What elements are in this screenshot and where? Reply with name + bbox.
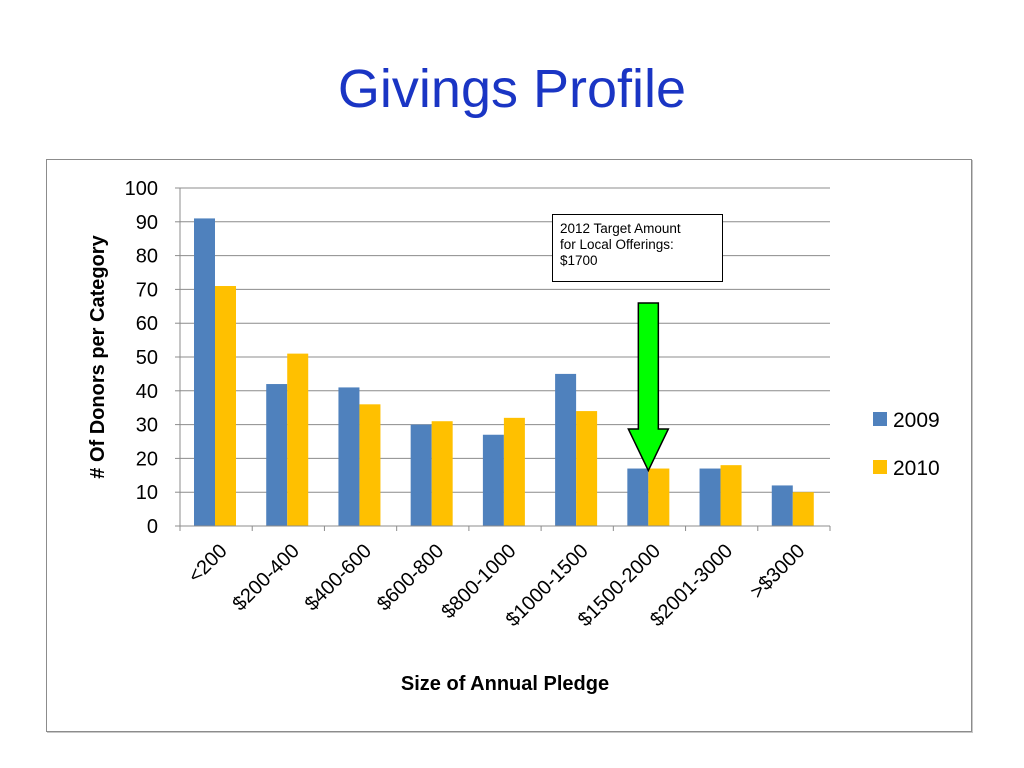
y-tick-label: 100 [125, 178, 158, 200]
bar-2009-0 [194, 218, 215, 527]
x-tick-labels: <200$200-400$400-600$600-800$800-1000$10… [184, 540, 809, 631]
y-tick-labels: 0 10 20 30 40 50 60 70 80 90 100 [125, 178, 158, 538]
bar-2010-6 [648, 468, 670, 526]
annotation-arrow [627, 302, 670, 473]
bar-2009-6 [627, 468, 649, 526]
callout-line-1: 2012 Target Amount [560, 221, 681, 236]
x-tick-label: $200-400 [229, 540, 304, 615]
bar-2009-7 [699, 468, 721, 526]
x-tick-label: $400-600 [301, 540, 376, 615]
bar-2010-5 [576, 411, 598, 526]
bar-2010-4 [503, 417, 525, 526]
bar-2009-5 [555, 373, 577, 526]
y-tick-label: 40 [136, 381, 158, 403]
bar-2009-8 [771, 485, 793, 526]
y-tick-label: 30 [136, 415, 158, 437]
y-axis-title: # Of Donors per Category [87, 234, 109, 478]
axes [175, 187, 831, 531]
bar-2010-7 [720, 465, 742, 526]
legend-swatch-2010 [873, 460, 887, 474]
y-tick-label: 0 [147, 516, 158, 538]
bar-2010-0 [215, 286, 236, 526]
bar-2009-4 [482, 434, 504, 526]
x-tick-label: <200 [184, 540, 231, 587]
legend-swatch-2009 [873, 412, 887, 426]
target-arrow [627, 302, 670, 473]
legend: 2009 2010 [873, 409, 940, 480]
x-axis-title: Size of Annual Pledge [401, 673, 609, 695]
legend-label-2009: 2009 [893, 409, 940, 432]
callout-line-3: $1700 [560, 253, 598, 268]
legend-label-2010: 2010 [893, 457, 940, 480]
callout-line-2: for Local Offerings: [560, 237, 674, 252]
target-callout-box: 2012 Target Amount for Local Offerings: … [552, 214, 723, 282]
y-tick-label: 90 [136, 212, 158, 234]
y-tick-label: 70 [136, 279, 158, 301]
x-tick-label: $600-800 [373, 540, 448, 615]
y-tick-label: 10 [136, 482, 158, 504]
y-tick-label: 20 [136, 448, 158, 470]
bar-2009-1 [266, 384, 288, 526]
bars [194, 218, 814, 527]
bar-2009-3 [410, 424, 432, 526]
bar-2010-2 [359, 404, 381, 526]
axis-labels: Size of Annual Pledge # Of Donors per Cat… [87, 234, 609, 695]
y-tick-label: 60 [136, 313, 158, 335]
x-tick-label: >$3000 [746, 540, 809, 603]
bar-2010-8 [792, 492, 814, 526]
slide-title: Givings Profile [337, 59, 687, 119]
bar-2010-3 [431, 421, 453, 526]
bar-2009-2 [338, 387, 360, 526]
bar-2010-1 [287, 353, 309, 526]
y-tick-label: 50 [136, 347, 158, 369]
y-tick-label: 80 [136, 246, 158, 268]
